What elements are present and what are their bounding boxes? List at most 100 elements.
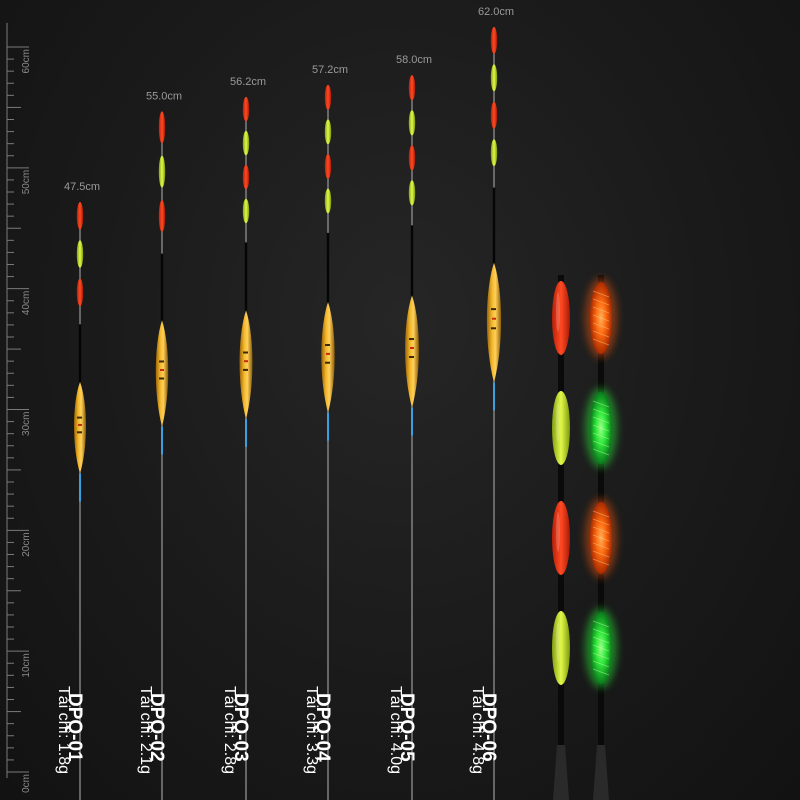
glow-stripe [592, 298, 610, 306]
float-length-label: 55.0cm [146, 90, 182, 102]
body-mark [77, 416, 82, 419]
body-mark [492, 317, 496, 320]
tip-segment [324, 84, 332, 110]
float-length-label: 56.2cm [230, 76, 266, 88]
tip-segment [408, 110, 416, 136]
ruler-label: 50cm [21, 170, 32, 194]
float-2: 55.0cm [146, 90, 182, 800]
glow-stripe [592, 628, 610, 636]
body-mark [409, 355, 414, 358]
glow-stripe [592, 314, 610, 322]
day-segment [552, 611, 570, 685]
body-mark [325, 344, 330, 347]
glow-stripe [592, 424, 610, 432]
glow-stripe [592, 542, 610, 550]
segment-highlight [556, 292, 560, 332]
float-length-label: 62.0cm [478, 6, 514, 18]
float-body [74, 381, 86, 474]
glow-stripe [592, 620, 610, 628]
tip-segment [76, 278, 84, 307]
glow-stripe [592, 534, 610, 542]
float-1: 47.5cm [64, 181, 100, 800]
float-length-label: 47.5cm [64, 181, 100, 193]
tip-closeup-day [552, 275, 570, 800]
body-mark [325, 361, 330, 364]
float-length-label: 57.2cm [312, 64, 348, 76]
float-body [155, 320, 169, 427]
float-6: 62.0cm [478, 6, 514, 800]
tip-segment [324, 188, 332, 214]
closeup-base [553, 745, 569, 800]
float-load-label: Tải chì: 4.0g [387, 686, 404, 775]
segment-highlight [556, 512, 560, 552]
glow-stripe [592, 416, 610, 424]
body-mark [243, 368, 248, 371]
float-3: 56.2cm [230, 76, 266, 800]
glow-stripe [592, 636, 610, 644]
glow-stripe [592, 400, 610, 408]
tip-segment [158, 155, 166, 188]
float-length-label: 58.0cm [396, 54, 432, 66]
float-body [239, 310, 253, 419]
float-5: 58.0cm [396, 54, 432, 800]
float-load-label: Tải chì: 4.8g [469, 686, 486, 775]
float-body [321, 302, 335, 413]
float-load-label: Tải chì: 3.3g [303, 686, 320, 775]
tip-segment [242, 96, 250, 122]
float-load-label: Tải chì: 2.8g [221, 686, 238, 775]
glow-stripe [592, 290, 610, 298]
tip-segment [324, 119, 332, 145]
ruler-label: 0cm [21, 774, 32, 793]
glow-stripe [592, 330, 610, 338]
ruler-label: 20cm [21, 532, 32, 556]
tip-segment [76, 240, 84, 268]
day-segment [552, 501, 570, 575]
day-segment [552, 281, 570, 355]
body-mark [159, 377, 164, 380]
tip-segment [490, 26, 498, 54]
float-4: 57.2cm [312, 64, 348, 800]
day-segment [552, 391, 570, 465]
tip-segment [490, 64, 498, 92]
glow-stripe [592, 510, 610, 518]
measuring-ruler: 60cm 50cm 40cm 30cm 20cm 10cm 0cm [6, 22, 32, 793]
tip-segment [408, 145, 416, 171]
tip-segment [242, 130, 250, 156]
tip-segment [158, 111, 166, 144]
float-group: 47.5cm 55.0cm 56.2cm 57.2cm 58.0cm 62.0cm [64, 6, 514, 800]
tip-segment [76, 202, 84, 230]
float-load-label: Tải chì: 1.8g [55, 686, 72, 775]
tip-segment [324, 153, 332, 179]
tip-segment [242, 198, 250, 224]
body-mark [244, 360, 248, 363]
body-mark [326, 352, 330, 355]
tip-segment [158, 200, 166, 232]
body-mark [159, 360, 164, 363]
closeup-base [593, 745, 609, 800]
body-mark [77, 431, 82, 434]
tip-segment [242, 164, 250, 190]
tip-closeup-glow [585, 275, 617, 800]
glow-stripe [592, 408, 610, 416]
tip-segment [490, 139, 498, 167]
ruler-label: 60cm [21, 49, 32, 73]
segment-highlight [556, 402, 560, 442]
glow-stripe [592, 440, 610, 448]
float-load-label: Tải chì: 2.1g [137, 686, 154, 775]
glow-stripe [592, 526, 610, 534]
glow-stripe [592, 306, 610, 314]
body-mark [409, 338, 414, 341]
glow-stripe [592, 432, 610, 440]
glow-stripe [592, 652, 610, 660]
ruler-label: 10cm [21, 653, 32, 677]
body-mark [243, 351, 248, 354]
glow-stripe [592, 338, 610, 346]
glow-stripe [592, 322, 610, 330]
float-body [405, 295, 419, 408]
segment-highlight [556, 622, 560, 662]
body-mark [491, 308, 496, 311]
tip-segment [408, 75, 416, 101]
tip-closeup [552, 275, 617, 800]
